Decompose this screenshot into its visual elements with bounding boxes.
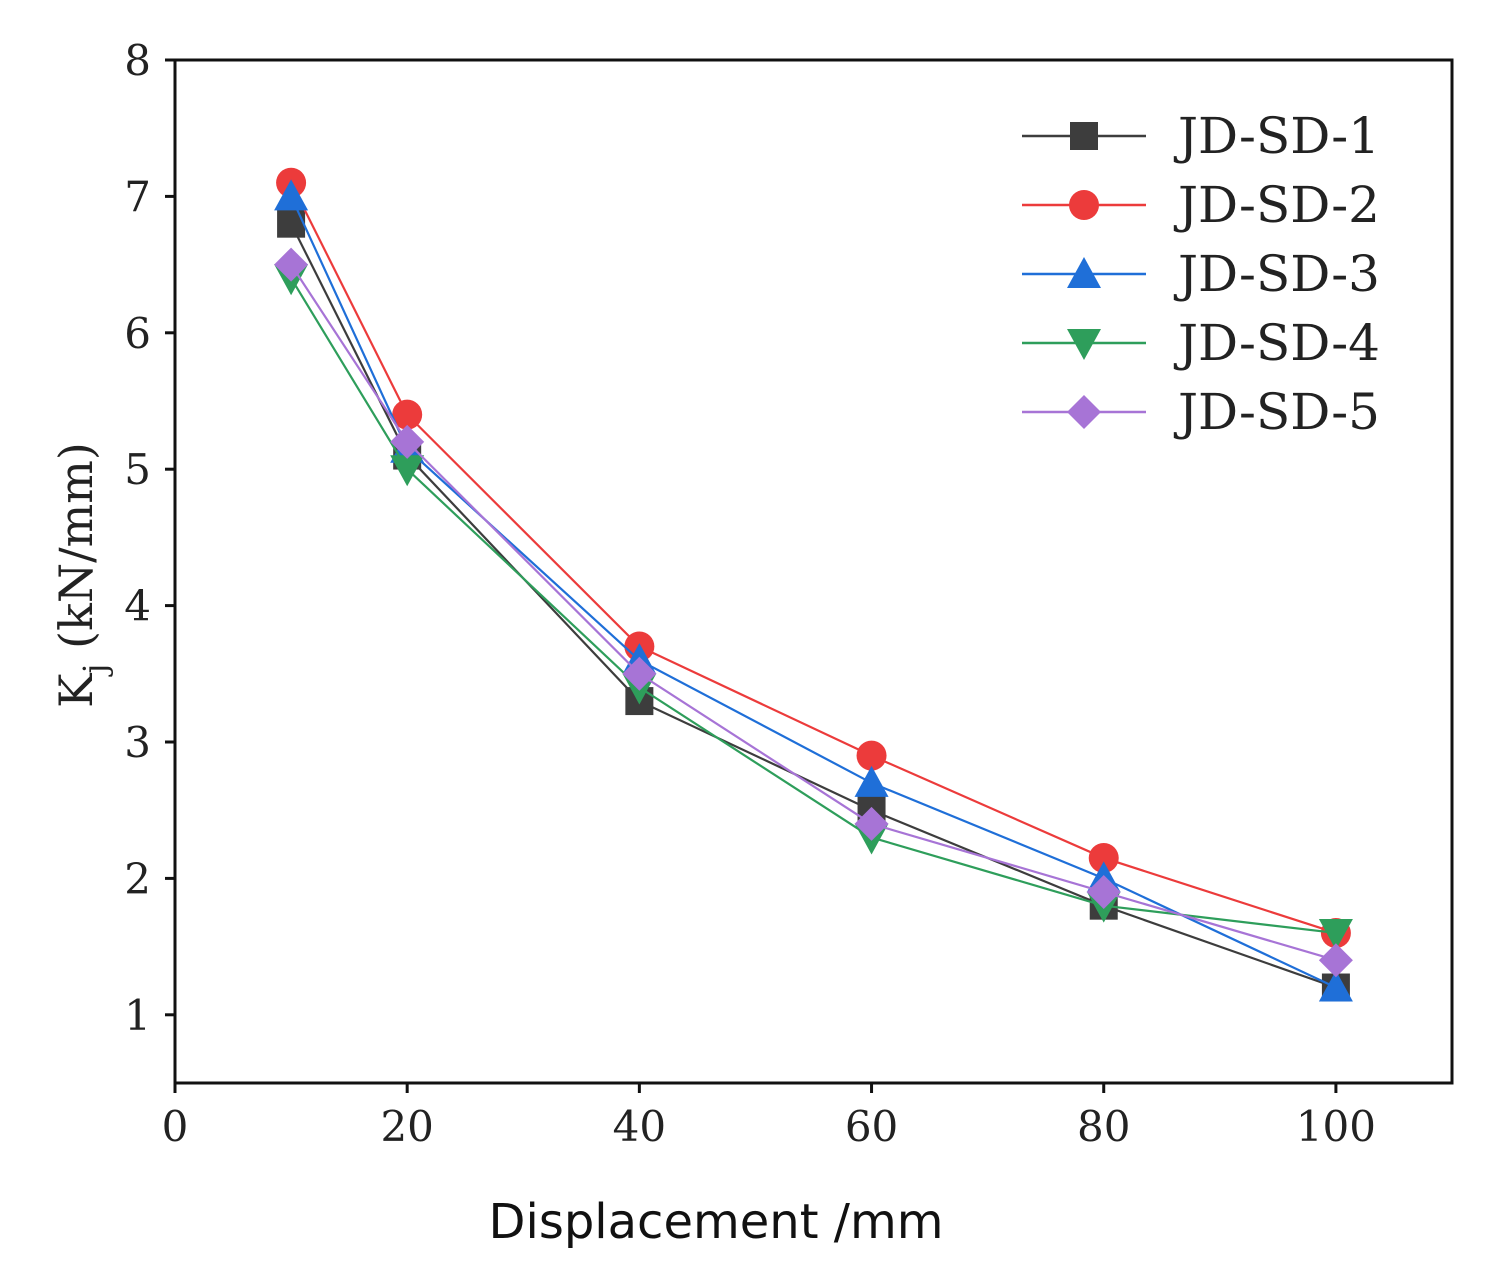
data-point [1318, 918, 1353, 950]
legend-marker [1070, 122, 1098, 150]
series-jd-sd-2 [276, 167, 1351, 948]
series-line [290, 195, 1337, 989]
data-point [854, 765, 889, 797]
x-tick-label: 20 [380, 1102, 433, 1151]
data-point [1088, 842, 1119, 873]
legend-label: JD-SD-2 [1173, 176, 1380, 234]
y-tick-label: 4 [124, 582, 151, 631]
series-layer [274, 167, 1353, 1002]
data-point [622, 656, 657, 691]
x-tick-label: 80 [1077, 1102, 1130, 1151]
y-tick-label: 2 [124, 854, 151, 903]
y-axis-title: Kj (kN/mm) [49, 442, 114, 708]
x-tick-label: 0 [162, 1102, 189, 1151]
data-point [854, 806, 889, 841]
series-line [290, 263, 1337, 962]
x-tick-label: 40 [613, 1102, 666, 1151]
legend-label: JD-SD-1 [1173, 107, 1380, 165]
data-point [274, 179, 309, 211]
legend-marker [1067, 329, 1101, 360]
y-tick-label: 3 [124, 718, 151, 767]
legend-marker [1069, 190, 1099, 220]
series-line [290, 182, 1337, 935]
legend-item: JD-SD-1 [1022, 107, 1380, 165]
y-tick-label: 1 [124, 991, 151, 1040]
data-point [274, 247, 309, 282]
plot-frame [173, 58, 1454, 1085]
y-tick-label: 7 [124, 172, 151, 221]
data-point [392, 399, 423, 430]
series-jd-sd-5 [274, 247, 1353, 978]
series-line [290, 277, 1337, 935]
y-tick-label: 8 [124, 36, 151, 85]
y-tick-label: 5 [124, 445, 151, 494]
x-axis-title: Displacement /mm [489, 1194, 944, 1250]
legend-marker [1067, 395, 1101, 429]
x-tick-label: 100 [1296, 1102, 1376, 1151]
axis-ticks: 0 20 40 60 80 100 1 2 3 4 5 6 7 8 [124, 36, 1376, 1151]
y-axis-title-sub: j [76, 664, 114, 678]
legend-label: JD-SD-4 [1173, 314, 1380, 372]
y-axis-title-unit: (kN/mm) [49, 442, 103, 663]
y-axis-title-main: K [49, 672, 103, 708]
legend-item: JD-SD-5 [1022, 383, 1380, 441]
legend-label: JD-SD-5 [1173, 383, 1380, 441]
data-point [277, 209, 306, 238]
y-tick-label: 6 [124, 309, 151, 358]
legend-item: JD-SD-4 [1022, 314, 1380, 372]
data-point [1086, 875, 1121, 910]
data-point [1318, 943, 1353, 978]
data-point [390, 424, 425, 459]
x-tick-label: 60 [845, 1102, 898, 1151]
legend-item: JD-SD-2 [1022, 176, 1380, 234]
data-point [390, 455, 425, 487]
legend-marker [1067, 257, 1101, 288]
legend-label: JD-SD-3 [1173, 245, 1380, 303]
legend-item: JD-SD-3 [1022, 245, 1380, 303]
data-point [1318, 970, 1353, 1002]
series-line [290, 223, 1337, 989]
data-point [856, 740, 887, 771]
legend: JD-SD-1 JD-SD-2 JD-SD-3 JD-SD-4 JD-SD-5 [1022, 107, 1380, 441]
